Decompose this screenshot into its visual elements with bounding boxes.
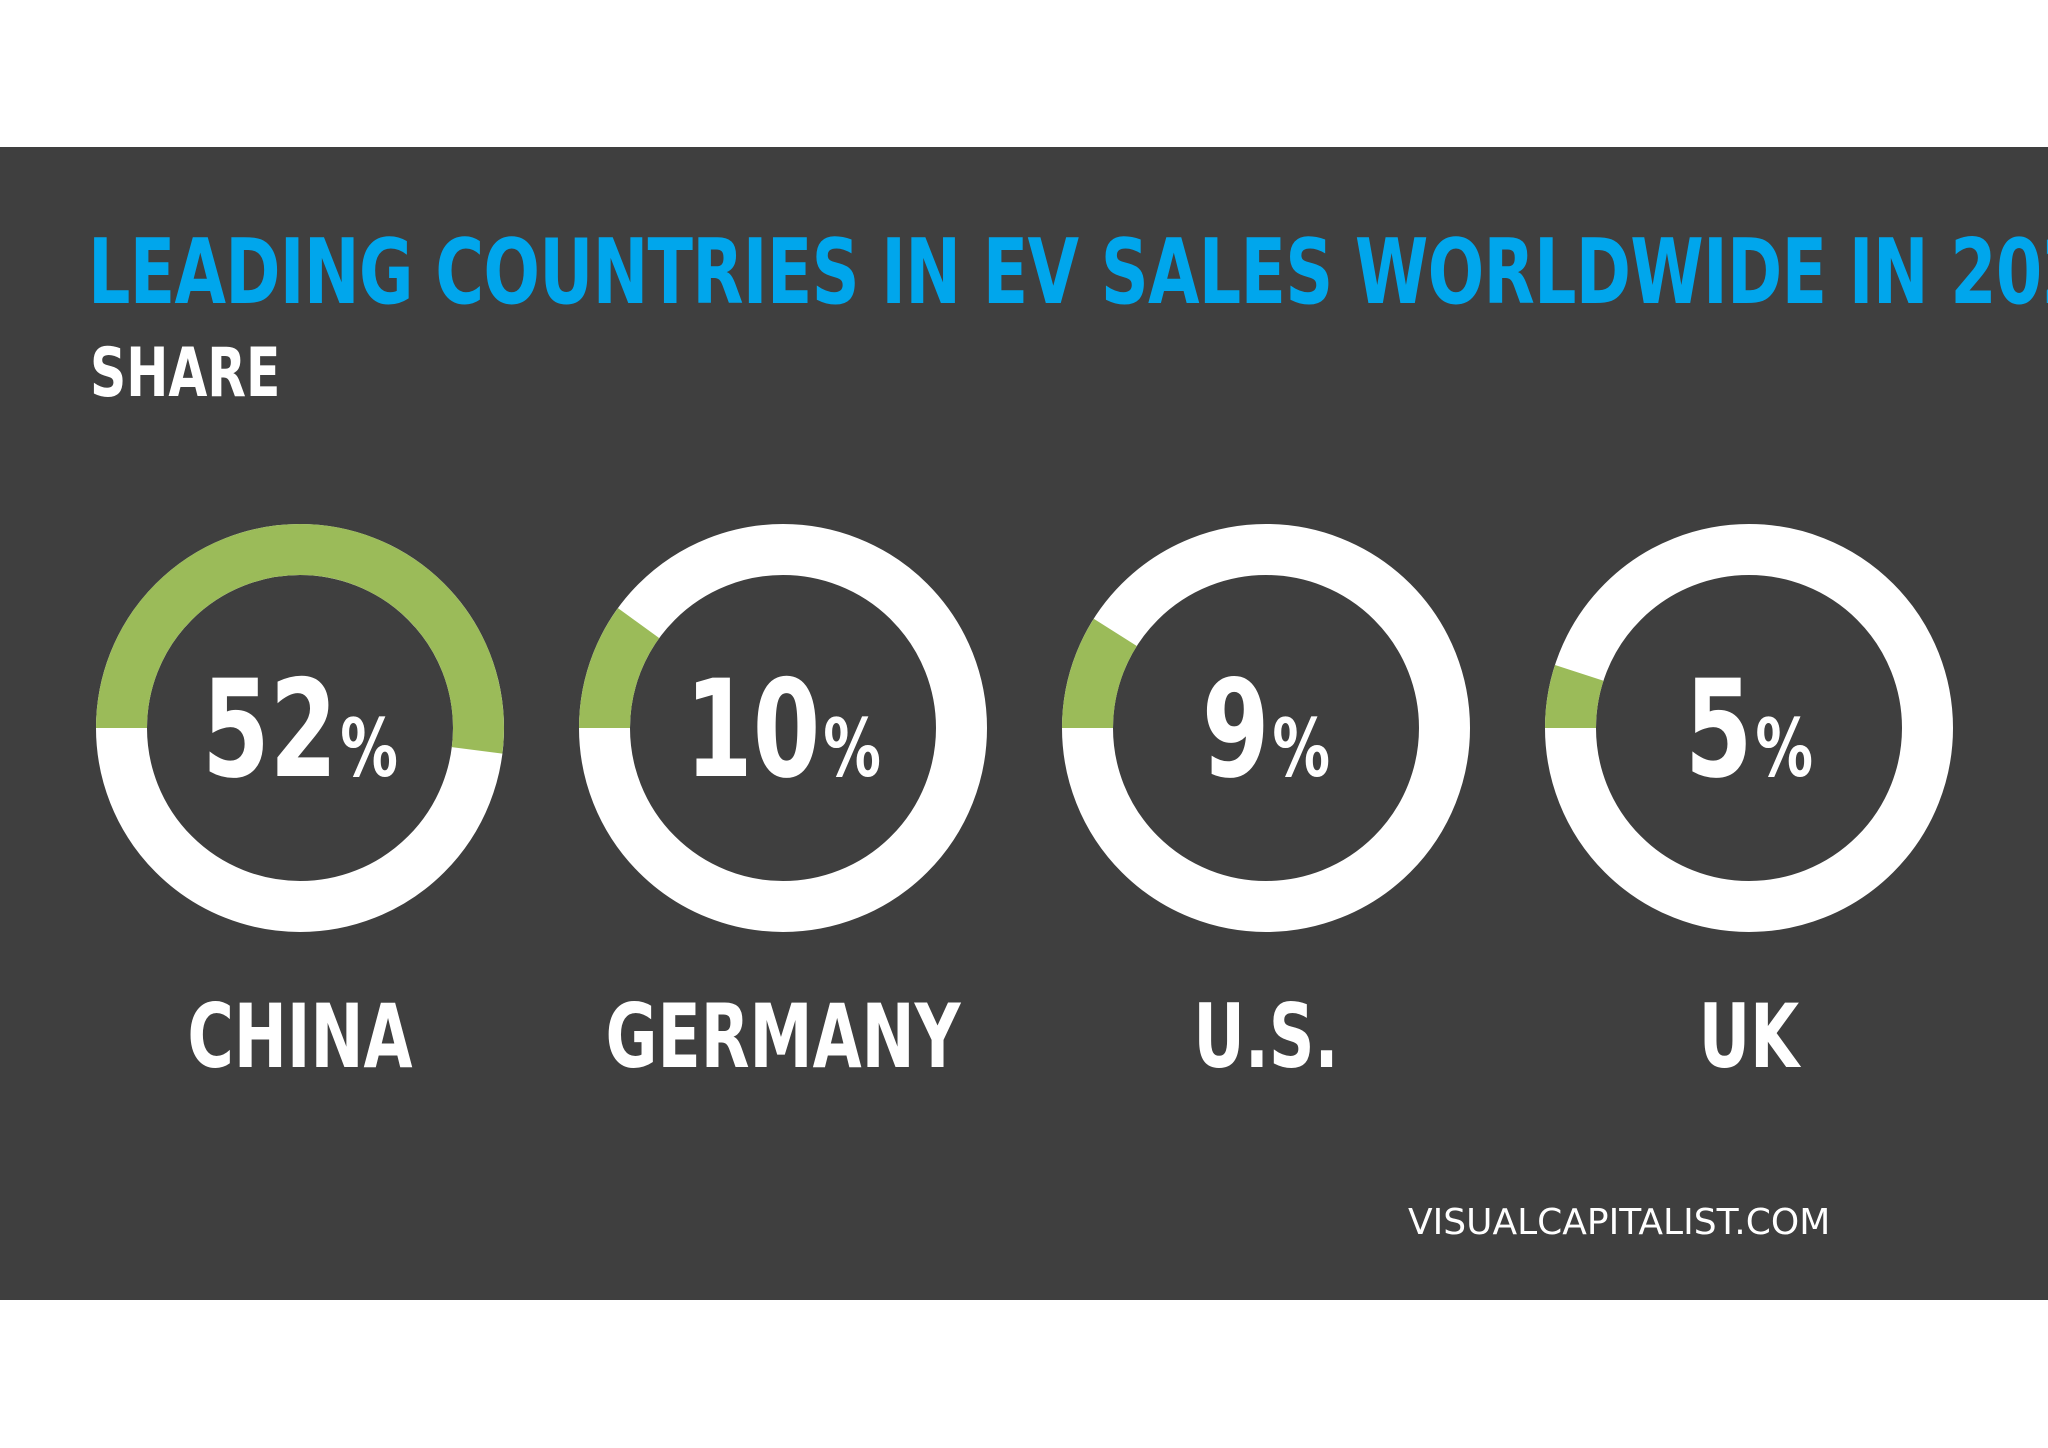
category-label-uk: UK [1699,987,1802,1089]
category-label-germany: GERMANY [606,987,962,1089]
value-label-wrap-china: 52% [202,651,398,808]
category-label-wrap-china: CHINA [187,987,412,1089]
chart-title: LEADING COUNTRIES IN EV SALES WORLDWIDE … [88,220,2048,325]
dark-panel [0,147,2048,1300]
donut-slice-germany [579,608,660,729]
category-label-wrap-u-s: U.S. [1193,987,1338,1089]
chart-subtitle: SHARE [90,334,281,413]
value-label-germany: 10% [685,651,881,808]
category-label-wrap-uk: UK [1699,987,1802,1089]
donut-germany: 10% GERMANY [579,524,987,1089]
donut-slice-u-s [1062,618,1138,729]
donut-china: 52% CHINA [96,524,504,1089]
value-label-wrap-uk: 5% [1685,651,1813,808]
category-label-u-s: U.S. [1193,987,1338,1089]
donut-uk: 5% UK [1545,524,1953,1089]
category-label-china: CHINA [187,987,412,1089]
value-label-wrap-u-s: 9% [1202,651,1330,808]
value-label-u-s: 9% [1202,651,1330,808]
category-label-wrap-germany: GERMANY [606,987,962,1089]
value-label-wrap-germany: 10% [685,651,881,808]
donut-slice-uk [1545,664,1604,729]
donut-slice-china [96,524,504,754]
value-label-china: 52% [202,651,398,808]
source-credit: VISUALCAPITALIST.COM [1408,1202,1831,1243]
value-label-uk: 5% [1685,651,1813,808]
donut-u-s: 9% U.S. [1062,524,1470,1089]
